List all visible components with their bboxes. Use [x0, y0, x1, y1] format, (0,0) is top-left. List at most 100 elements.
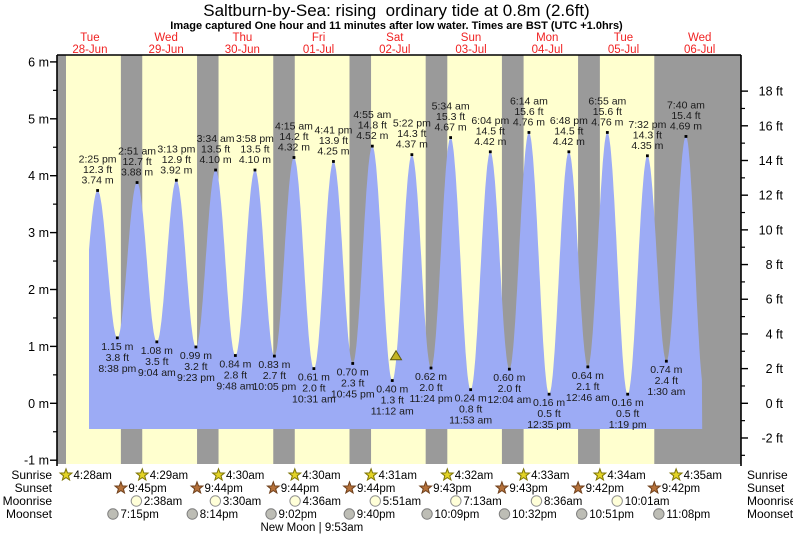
axis-tick-label: 14 ft: [759, 154, 784, 168]
sunrise-time: 4:29am: [150, 470, 188, 482]
low-tide-time: 9:48 am: [216, 381, 254, 393]
astro-row-label-left: Sunrise: [11, 468, 52, 482]
high-tide-time: 3:34 am: [197, 133, 235, 145]
low-tide-metres: 0.16 m: [533, 397, 565, 409]
high-tide-feet: 14.8 ft: [358, 120, 387, 132]
day-label-weekday: Mon: [536, 32, 558, 44]
sunset-icon: [494, 480, 510, 495]
tide-extreme-dot: [626, 392, 630, 396]
moonset-time: 10:09pm: [435, 509, 480, 521]
sunset-time: 9:44pm: [205, 483, 243, 495]
axis-tick-label: 0 ft: [766, 397, 784, 411]
tide-extreme-dot: [253, 168, 257, 172]
day-label-weekday: Wed: [154, 32, 177, 44]
high-tide-feet: 14.5 ft: [476, 125, 505, 137]
astro-row-label-right: Moonrise: [747, 494, 793, 508]
low-tide-feet: 0.5 ft: [616, 408, 639, 420]
low-tide-feet: 2.4 ft: [655, 375, 678, 387]
tide-extreme-dot: [684, 135, 688, 138]
low-tide-feet: 3.5 ft: [145, 356, 168, 368]
high-tide-time: 4:41 pm: [314, 124, 352, 136]
axis-tick-label: 4 ft: [766, 327, 784, 341]
day-label-weekday: Thu: [232, 32, 252, 44]
tide-extreme-dot: [645, 154, 649, 158]
moonset-time: 9:02pm: [279, 509, 317, 521]
chart-subtitle: Image captured One hour and 11 minutes a…: [170, 20, 623, 32]
high-tide-feet: 14.3 ft: [633, 129, 662, 141]
tide-extreme-dot: [292, 156, 296, 159]
tide-extreme-dot: [488, 150, 492, 154]
low-tide-metres: 1.15 m: [101, 341, 133, 353]
sunrise-icon: [592, 467, 608, 482]
high-tide-feet: 13.5 ft: [201, 144, 230, 156]
sunrise-time: 4:28am: [73, 470, 111, 482]
moonset-time: 10:32pm: [512, 509, 557, 521]
day-label-weekday: Wed: [688, 32, 711, 44]
axis-tick-label: 3 m: [28, 226, 49, 240]
moonset-time: 10:51pm: [589, 509, 634, 521]
sunset-time: 9:44pm: [281, 483, 319, 495]
tide-extreme-dot: [469, 388, 473, 392]
tide-extreme-dot: [547, 392, 551, 396]
moonrise-icon: [209, 495, 222, 507]
axis-tick-label: 6 ft: [766, 293, 784, 307]
day-label-date: 30-Jun: [225, 44, 260, 56]
low-tide-time: 9:04 am: [138, 367, 176, 379]
low-tide-time: 12:35 pm: [527, 419, 571, 431]
tide-extreme-dot: [174, 178, 178, 182]
low-tide-metres: 0.74 m: [650, 364, 682, 376]
axis-tick-label: 6 m: [28, 55, 49, 69]
sunset-icon: [647, 480, 662, 495]
high-tide-metres: 4.52 m: [356, 130, 388, 142]
high-tide-time: 6:04 pm: [471, 115, 509, 127]
high-tide-feet: 15.4 ft: [671, 110, 700, 122]
high-tide-metres: 4.37 m: [396, 139, 428, 151]
astro-row-label-left: Moonrise: [3, 494, 53, 508]
sunset-icon: [342, 480, 357, 495]
axis-tick-label: 12 ft: [759, 189, 784, 203]
low-tide-metres: 0.16 m: [612, 397, 644, 409]
low-tide-time: 10:05 pm: [252, 381, 296, 393]
low-tide-feet: 1.3 ft: [381, 395, 404, 407]
moonrise-icon: [289, 495, 301, 507]
axis-tick-label: 2 ft: [766, 362, 784, 376]
high-tide-time: 6:48 pm: [550, 115, 588, 127]
sunrise-time: 4:34am: [607, 470, 645, 482]
astro-row-label-right: Sunset: [747, 481, 785, 495]
high-tide-metres: 4.35 m: [631, 140, 663, 152]
astro-row-label-right: Moonset: [747, 507, 793, 521]
high-tide-metres: 3.92 m: [160, 164, 192, 176]
moonrise-time: 4:36am: [303, 496, 341, 508]
moonrise-icon: [611, 495, 623, 507]
moonrise-time: 7:13am: [463, 496, 501, 508]
low-tide-metres: 1.08 m: [141, 345, 173, 357]
tide-extreme-dot: [664, 359, 668, 363]
low-tide-time: 11:24 pm: [410, 393, 453, 405]
sunset-icon: [418, 480, 433, 495]
low-tide-time: 9:23 pm: [177, 372, 215, 384]
low-tide-time: 1:30 am: [647, 386, 685, 398]
low-tide-feet: 2.0 ft: [498, 383, 521, 395]
high-tide-time: 5:34 am: [432, 101, 470, 113]
axis-tick-label: -2 ft: [761, 431, 783, 445]
low-tide-time: 1:19 pm: [609, 419, 647, 431]
day-label-weekday: Tue: [614, 32, 633, 44]
sunset-icon: [266, 480, 281, 495]
moonrise-time: 3:30am: [223, 496, 261, 508]
day-label-date: 05-Jul: [608, 44, 639, 56]
moonset-icon: [498, 508, 511, 520]
tide-extreme-dot: [272, 354, 276, 358]
high-tide-feet: 14.3 ft: [397, 128, 426, 140]
axis-tick-label: -1 m: [24, 454, 49, 468]
low-tide-feet: 0.5 ft: [537, 408, 560, 420]
high-tide-time: 2:25 pm: [79, 153, 117, 165]
sunset-icon: [113, 480, 129, 495]
high-tide-feet: 15.6 ft: [514, 106, 543, 118]
sunrise-icon: [440, 467, 455, 482]
low-tide-feet: 2.3 ft: [341, 377, 364, 389]
high-tide-time: 6:14 am: [510, 95, 548, 107]
high-tide-feet: 13.5 ft: [240, 144, 269, 156]
low-tide-feet: 0.8 ft: [459, 404, 482, 416]
tide-extreme-dot: [390, 379, 394, 382]
